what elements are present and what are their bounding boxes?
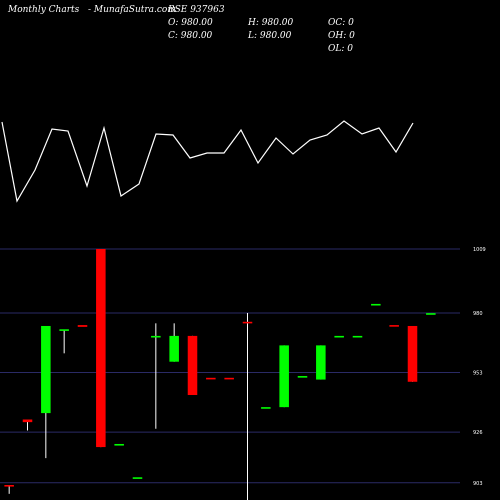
candle-body	[4, 485, 14, 487]
open-value: O: 980.00	[168, 18, 213, 28]
oc-value: OC: 0	[328, 18, 354, 28]
candle-body	[169, 335, 179, 362]
oh-value: OH: 0	[328, 31, 355, 41]
candle-body	[114, 443, 124, 446]
candle-body	[426, 313, 436, 315]
candle-body	[206, 377, 216, 380]
candle-body	[224, 377, 234, 380]
y-tick-label: 1009	[473, 247, 486, 253]
candle-body	[352, 335, 363, 338]
candle-body	[41, 325, 51, 414]
candle-body	[151, 335, 161, 338]
candle-body	[59, 329, 69, 331]
candle-body	[407, 325, 418, 382]
candle-body	[242, 321, 253, 324]
low-value: L: 980.00	[248, 31, 292, 41]
y-tick-label: 953	[473, 371, 483, 377]
candle-body	[22, 419, 33, 423]
source-label: - MunafaSutra.com	[88, 5, 176, 15]
candle-body	[96, 249, 106, 448]
y-tick-label: 926	[473, 430, 483, 436]
ol-value: OL: 0	[328, 44, 353, 54]
chart-period-label: Monthly Charts	[8, 5, 80, 15]
symbol-label: BSE 937963	[168, 5, 225, 15]
y-tick-label: 903	[473, 481, 483, 487]
candle-body	[187, 335, 198, 396]
high-value: H: 980.00	[248, 18, 294, 28]
close-value: C: 980.00	[168, 31, 213, 41]
candle-body	[261, 407, 271, 409]
candle-body	[77, 325, 88, 327]
candle-body	[316, 345, 326, 380]
trend-line	[1, 120, 414, 203]
candle-body	[334, 335, 344, 338]
candle-body	[279, 345, 289, 408]
candle-body	[371, 303, 381, 306]
candle-body	[389, 325, 399, 327]
y-tick-label: 980	[473, 311, 483, 317]
candle-body	[297, 376, 308, 378]
candle-body	[132, 477, 143, 479]
